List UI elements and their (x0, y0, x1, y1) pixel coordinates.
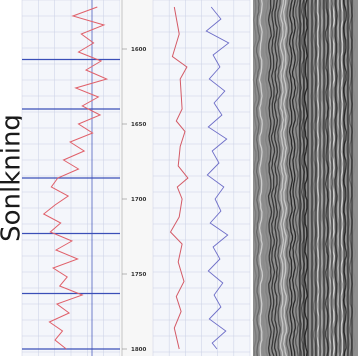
seismic-trace (327, 0, 333, 356)
seismic-trace (270, 0, 276, 356)
seismic-trace (291, 0, 297, 356)
seismic-trace (255, 0, 261, 356)
seismic-trace (258, 0, 264, 356)
curve-track (152, 0, 251, 356)
seismic-trace (264, 0, 270, 356)
seismic-trace (345, 0, 351, 356)
seismic-trace (285, 0, 291, 356)
seismic-trace (315, 0, 321, 356)
curve-track-grid (152, 0, 251, 356)
seismic-trace (276, 0, 282, 356)
seismic-trace (294, 0, 300, 356)
seismic-trace (306, 0, 312, 356)
seismic-trace (261, 0, 267, 356)
depth-tick-label: 1700 (131, 197, 146, 203)
log-curve (42, 6, 109, 350)
seismic-trace (303, 0, 309, 356)
seismic-trace (279, 0, 285, 356)
seismic-track (252, 0, 358, 356)
depth-axis: 1600 1650 1700 1750 1800 (120, 0, 153, 356)
seismic-trace (336, 0, 342, 356)
seismic-trace (288, 0, 294, 356)
marker-lines (22, 0, 120, 356)
depth-tick-label: 1600 (131, 47, 146, 53)
seismic-trace (252, 0, 258, 356)
seismic-trace (273, 0, 279, 356)
seismic-trace (324, 0, 330, 356)
seismic-trace (282, 0, 288, 356)
seismic-trace (318, 0, 324, 356)
depth-axis-background (120, 0, 153, 356)
seismic-traces (252, 0, 357, 356)
depth-tick-label: 1750 (131, 272, 146, 278)
seismic-trace (340, 0, 345, 356)
depth-tick-label: 1800 (131, 347, 146, 353)
depth-tick-labels: 1600 1650 1700 1750 1800 (122, 47, 146, 353)
resistivity-curve (169, 6, 189, 350)
seismic-trace (267, 0, 273, 356)
seismic-trace (351, 0, 357, 356)
density-curve (205, 6, 230, 350)
seismic-trace (348, 0, 354, 356)
log-track (21, 0, 121, 356)
depth-tick-label: 1650 (131, 122, 146, 128)
